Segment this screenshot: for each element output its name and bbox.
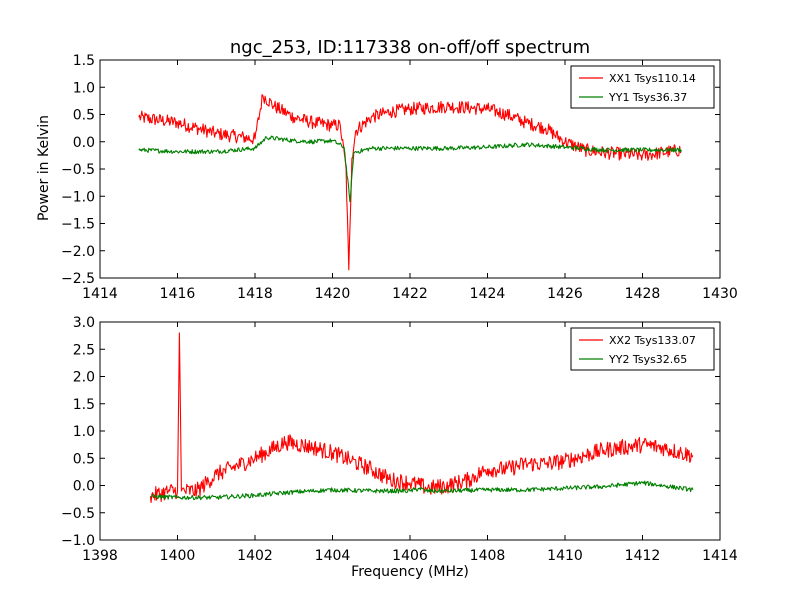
legend-box bbox=[570, 65, 715, 109]
x-tick-label: 1412 bbox=[625, 548, 661, 564]
y-tick-label: −0.5 bbox=[61, 162, 95, 178]
x-tick-label: 1410 bbox=[547, 548, 583, 564]
y-tick-label: 1.5 bbox=[73, 397, 95, 413]
x-tick-label: 1424 bbox=[470, 286, 506, 302]
x-tick-label: 1430 bbox=[702, 286, 738, 302]
bottom-xlabel: Frequency (MHz) bbox=[351, 564, 469, 580]
x-tick-label: 1408 bbox=[470, 548, 506, 564]
x-tick-label: 1404 bbox=[315, 548, 351, 564]
legend-entry: XX2 Tsys133.07 bbox=[609, 334, 696, 347]
y-tick-label: 1.0 bbox=[73, 80, 95, 96]
bottom-spectrum-panel: 1398 1400 1402 1404 1406 1408 1410 1412 1414 3.0 2… bbox=[61, 315, 738, 580]
legend: XX1 Tsys110.14 YY1 Tsys36.37 bbox=[570, 65, 715, 109]
y-tick-label: 1.0 bbox=[73, 424, 95, 440]
x-tick-label: 1400 bbox=[160, 548, 196, 564]
series-line-1 bbox=[138, 94, 682, 271]
series-line-1 bbox=[149, 332, 694, 504]
y-tick-label: −0.5 bbox=[61, 506, 95, 522]
top-plot-area: 1414 1416 1418 1420 1422 1424 1426 1428 1430 1.5 1… bbox=[61, 53, 738, 302]
legend-entry: YY1 Tsys36.37 bbox=[608, 91, 687, 104]
y-tick-label: 2.0 bbox=[73, 370, 95, 386]
x-tick-label: 1416 bbox=[160, 286, 196, 302]
x-tick-label: 1420 bbox=[315, 286, 351, 302]
y-tick-label: −2.5 bbox=[61, 271, 95, 287]
y-tick-label: 0.0 bbox=[73, 135, 95, 151]
x-tick-label: 1414 bbox=[702, 548, 738, 564]
y-tick-label: 1.5 bbox=[73, 53, 95, 69]
figure-title: ngc_253, ID:117338 on-off/off spectrum bbox=[230, 37, 590, 58]
x-tick-label: 1422 bbox=[392, 286, 428, 302]
series-line-2 bbox=[150, 480, 694, 501]
bottom-plot-area: 1398 1400 1402 1404 1406 1408 1410 1412 1414 3.0 2… bbox=[61, 315, 738, 564]
x-tick-label: 1406 bbox=[392, 548, 428, 564]
x-tick-label: 1398 bbox=[82, 548, 118, 564]
top-spectrum-panel: 1414 1416 1418 1420 1422 1424 1426 1428 1430 1.5 1… bbox=[36, 53, 738, 302]
series-line-2 bbox=[138, 135, 682, 203]
top-ylabel: Power in Kelvin bbox=[36, 115, 52, 221]
series-group bbox=[138, 94, 682, 271]
x-tick-label: 1418 bbox=[237, 286, 273, 302]
x-tick-label: 1414 bbox=[82, 286, 118, 302]
y-tick-label: 2.5 bbox=[73, 342, 95, 358]
series-group bbox=[149, 332, 694, 504]
y-tick-label: 3.0 bbox=[73, 315, 95, 331]
x-tick-label: 1428 bbox=[625, 286, 661, 302]
legend-box bbox=[570, 327, 715, 371]
legend: XX2 Tsys133.07 YY2 Tsys32.65 bbox=[570, 327, 715, 371]
y-tick-label: −2.0 bbox=[61, 244, 95, 260]
x-tick-label: 1426 bbox=[547, 286, 583, 302]
legend-entry: XX1 Tsys110.14 bbox=[609, 72, 696, 85]
y-tick-label: −1.0 bbox=[61, 533, 95, 549]
x-tick-label: 1402 bbox=[237, 548, 273, 564]
legend-entry: YY2 Tsys32.65 bbox=[608, 353, 687, 366]
y-tick-label: 0.5 bbox=[73, 451, 95, 467]
y-tick-label: −1.5 bbox=[61, 217, 95, 233]
y-tick-label: 0.0 bbox=[73, 479, 95, 495]
y-tick-label: 0.5 bbox=[73, 108, 95, 124]
y-tick-label: −1.0 bbox=[61, 189, 95, 205]
